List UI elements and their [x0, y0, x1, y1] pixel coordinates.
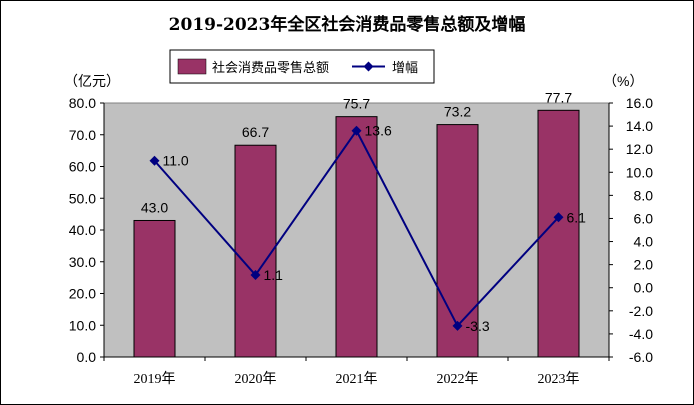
right-tick-label: 14.0 — [626, 118, 653, 134]
line-point — [250, 270, 261, 281]
left-tick-label: 60.0 — [69, 159, 96, 175]
line-data-label: -3.3 — [466, 318, 490, 334]
legend-swatch-retail-sales — [177, 58, 207, 75]
legend-box — [169, 49, 435, 84]
x-tick-label: 2020年 — [235, 371, 277, 387]
legend: 社会消费品零售总额 增幅 — [169, 49, 435, 84]
right-tick-label: 4.0 — [634, 234, 654, 250]
right-tick-label: -4.0 — [629, 326, 653, 342]
right-tick-label: 6.0 — [634, 210, 654, 226]
bar — [537, 109, 580, 358]
legend-label-retail-sales: 社会消费品零售总额 — [212, 60, 329, 76]
legend-marker-growth — [363, 61, 374, 72]
line-data-label: 11.0 — [163, 153, 189, 169]
right-tick-label: 12.0 — [626, 141, 653, 157]
bar-data-label: 43.0 — [141, 199, 168, 215]
bar-data-label: 66.7 — [242, 124, 269, 140]
right-axis-unit: （%） — [603, 73, 643, 89]
bar — [133, 219, 176, 358]
left-tick-label: 70.0 — [69, 127, 96, 143]
left-tick-label: 0.0 — [77, 349, 97, 365]
bar-data-label: 73.2 — [444, 104, 471, 120]
right-tick-label: 10.0 — [626, 164, 653, 180]
x-tick-label: 2021年 — [336, 371, 378, 387]
line-data-label: 6.1 — [567, 209, 587, 225]
left-axis-unit: （亿元） — [64, 73, 120, 89]
left-tick-label: 80.0 — [69, 95, 96, 111]
line-series: 11.0 1.1 13.6 -3.3 6.1 — [149, 123, 587, 334]
line-point — [553, 212, 564, 223]
right-tick-label: 16.0 — [626, 95, 653, 111]
bar-data-label: 75.7 — [343, 96, 370, 112]
left-tick-label: 30.0 — [69, 254, 96, 270]
x-tick-label: 2023年 — [538, 371, 580, 387]
axes: 0.0 10.0 20.0 30.0 40.0 50.0 60.0 70.0 80.0 -6.0 -… — [69, 95, 653, 387]
x-tick-label: 2022年 — [437, 371, 479, 387]
right-tick-label: -2.0 — [629, 303, 653, 319]
legend-label-growth: 增幅 — [392, 61, 418, 76]
line-point — [452, 320, 463, 331]
line-data-label: 1.1 — [264, 267, 284, 283]
right-tick-label: -6.0 — [629, 349, 653, 365]
left-tick-label: 20.0 — [69, 286, 96, 302]
line-point — [351, 125, 362, 136]
line-data-label: 13.6 — [365, 123, 392, 139]
bar-data-label: 77.7 — [545, 89, 572, 105]
left-tick-label: 50.0 — [69, 190, 96, 206]
chart-title: 2019-2023年全区社会消费品零售总额及增幅 — [169, 14, 526, 35]
x-tick-label: 2019年 — [134, 371, 176, 387]
right-tick-label: 2.0 — [634, 257, 654, 273]
right-tick-label: 0.0 — [634, 280, 654, 296]
left-tick-label: 10.0 — [69, 317, 96, 333]
bar-series: 43.0 66.7 75.7 73.2 77.7 — [133, 89, 580, 358]
bar — [234, 144, 277, 358]
line-point — [149, 155, 160, 166]
right-tick-label: 8.0 — [634, 187, 654, 203]
left-tick-label: 40.0 — [69, 222, 96, 238]
